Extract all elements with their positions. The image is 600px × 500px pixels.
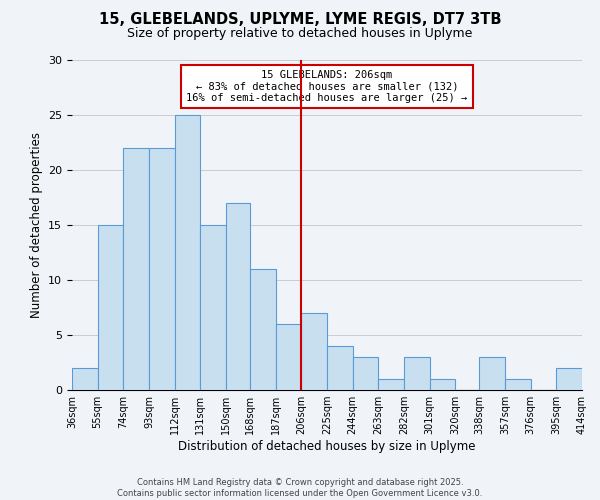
Y-axis label: Number of detached properties: Number of detached properties xyxy=(29,132,43,318)
Bar xyxy=(378,379,404,390)
Bar xyxy=(226,203,250,390)
Text: Contains HM Land Registry data © Crown copyright and database right 2025.
Contai: Contains HM Land Registry data © Crown c… xyxy=(118,478,482,498)
Bar xyxy=(430,379,455,390)
Bar xyxy=(327,346,353,390)
Bar xyxy=(149,148,175,390)
Bar xyxy=(175,115,200,390)
Bar xyxy=(276,324,301,390)
Bar xyxy=(98,225,123,390)
Text: 15, GLEBELANDS, UPLYME, LYME REGIS, DT7 3TB: 15, GLEBELANDS, UPLYME, LYME REGIS, DT7 … xyxy=(99,12,501,28)
Bar xyxy=(353,357,378,390)
Bar xyxy=(72,368,98,390)
Bar xyxy=(505,379,531,390)
Bar xyxy=(479,357,505,390)
Bar xyxy=(556,368,582,390)
Bar xyxy=(250,269,276,390)
Text: Size of property relative to detached houses in Uplyme: Size of property relative to detached ho… xyxy=(127,28,473,40)
Text: 15 GLEBELANDS: 206sqm
← 83% of detached houses are smaller (132)
16% of semi-det: 15 GLEBELANDS: 206sqm ← 83% of detached … xyxy=(187,70,467,103)
Bar xyxy=(404,357,430,390)
Bar xyxy=(301,313,327,390)
Bar xyxy=(200,225,226,390)
Bar xyxy=(123,148,149,390)
X-axis label: Distribution of detached houses by size in Uplyme: Distribution of detached houses by size … xyxy=(178,440,476,453)
